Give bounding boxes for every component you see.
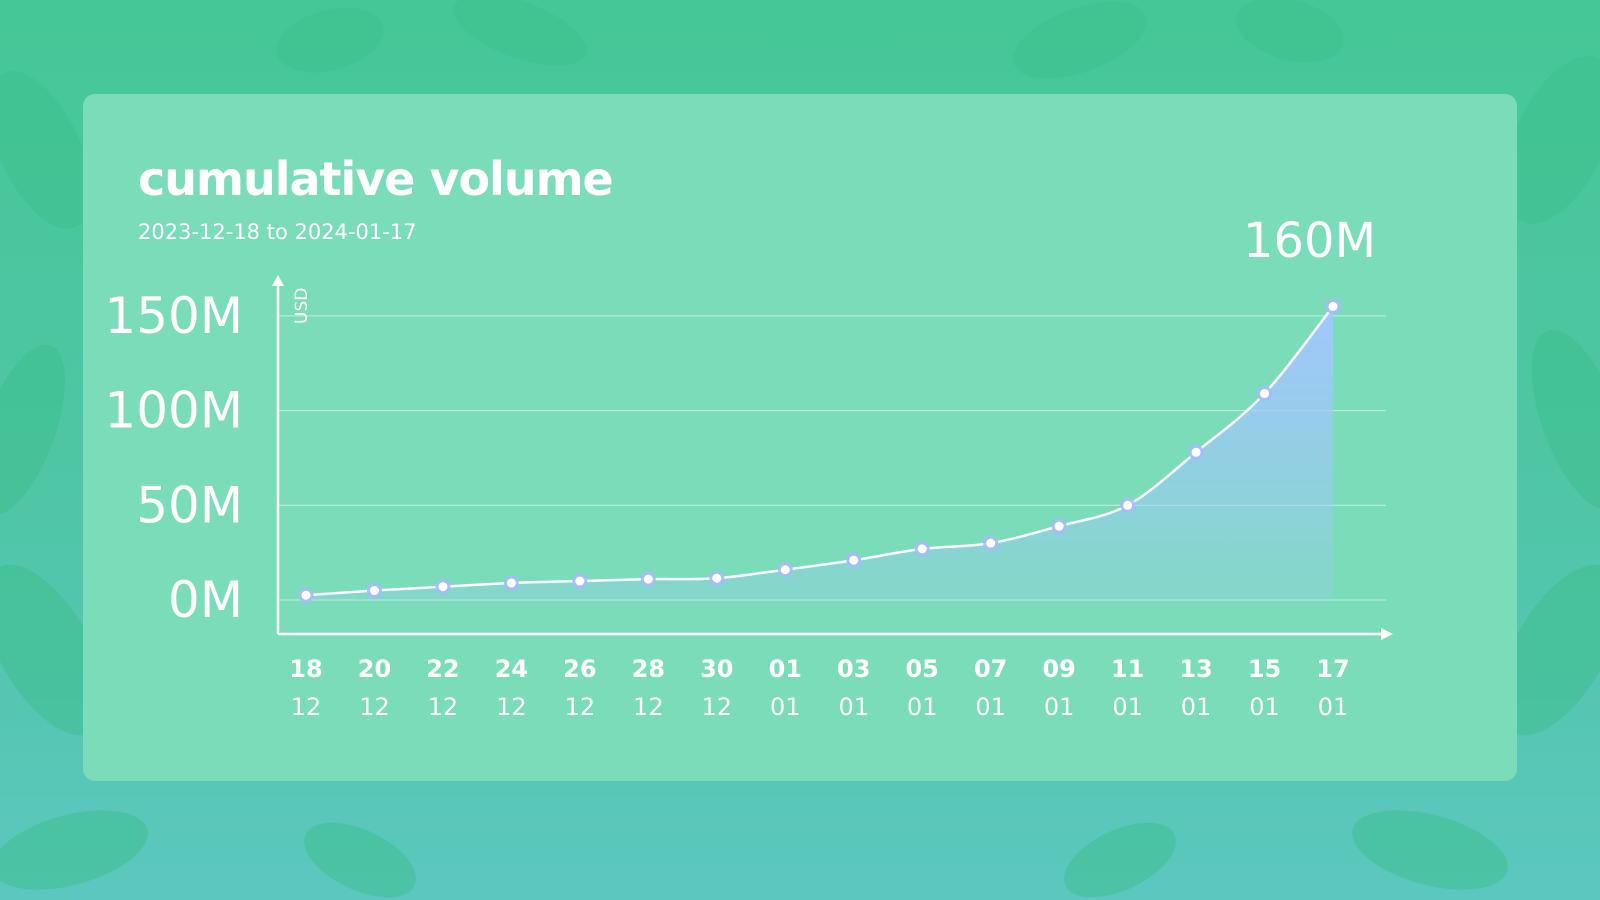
y-tick-label: 0M xyxy=(168,571,243,629)
x-tick-day: 26 xyxy=(563,655,596,683)
y-axis-label: USD xyxy=(292,288,312,324)
x-tick-day: 20 xyxy=(358,655,391,683)
x-tick-month: 01 xyxy=(1044,693,1075,721)
data-point xyxy=(780,565,790,575)
x-tick-day: 15 xyxy=(1248,655,1281,683)
x-tick-month: 01 xyxy=(1249,693,1280,721)
x-tick-day: 01 xyxy=(769,655,802,683)
x-tick-day: 07 xyxy=(974,655,1007,683)
data-point xyxy=(849,555,859,565)
y-tick-label: 100M xyxy=(104,382,243,440)
x-tick-day: 17 xyxy=(1316,655,1349,683)
y-tick-label: 150M xyxy=(104,287,243,345)
data-point xyxy=(917,544,927,554)
x-tick-day: 18 xyxy=(289,655,322,683)
x-tick-day: 24 xyxy=(495,655,528,683)
data-point xyxy=(369,586,379,596)
x-tick-day: 09 xyxy=(1042,655,1075,683)
series-line xyxy=(305,305,1334,597)
data-point xyxy=(506,578,516,588)
data-point xyxy=(1123,500,1133,510)
x-tick-month: 12 xyxy=(291,693,322,721)
data-point xyxy=(438,582,448,592)
chart-title: cumulative volume xyxy=(138,152,614,206)
data-point xyxy=(575,576,585,586)
chart-card: USD 0M 50M 100M 150M 18 12 20 12 22 12 24 12 26 12 28… xyxy=(83,94,1517,781)
data-point xyxy=(1191,447,1201,457)
x-tick-month: 12 xyxy=(428,693,459,721)
x-tick-month: 12 xyxy=(633,693,664,721)
data-point xyxy=(986,538,996,548)
y-tick-label: 50M xyxy=(136,476,243,534)
x-tick-month: 01 xyxy=(1112,693,1143,721)
x-tick-day: 30 xyxy=(700,655,733,683)
x-tick-month: 12 xyxy=(565,693,596,721)
x-tick-day: 05 xyxy=(905,655,938,683)
data-point xyxy=(301,590,311,600)
chart-canvas: USD 0M 50M 100M 150M 18 12 20 12 22 12 24 12 26 12 28… xyxy=(104,213,1393,721)
y-axis-arrow xyxy=(272,275,284,286)
data-point xyxy=(1328,301,1338,311)
x-tick-month: 01 xyxy=(1318,693,1349,721)
x-tick-day: 22 xyxy=(426,655,459,683)
x-tick-month: 01 xyxy=(975,693,1006,721)
x-tick-day: 13 xyxy=(1179,655,1212,683)
data-point xyxy=(643,574,653,584)
x-tick-month: 01 xyxy=(838,693,869,721)
x-tick-month: 01 xyxy=(770,693,801,721)
x-tick-month: 12 xyxy=(496,693,527,721)
x-tick-day: 28 xyxy=(632,655,665,683)
x-tick-month: 12 xyxy=(359,693,390,721)
latest-value-label: 160M xyxy=(1243,213,1376,269)
x-axis-arrow xyxy=(1381,628,1393,640)
data-point xyxy=(712,573,722,583)
x-tick-month: 01 xyxy=(907,693,938,721)
x-tick-month: 01 xyxy=(1181,693,1212,721)
x-tick-day: 11 xyxy=(1111,655,1144,683)
x-tick-month: 12 xyxy=(702,693,733,721)
date-range: 2023-12-18 to 2024-01-17 xyxy=(138,220,417,244)
series-area xyxy=(306,306,1333,600)
data-point xyxy=(1054,521,1064,531)
x-tick-day: 03 xyxy=(837,655,870,683)
data-point xyxy=(1260,389,1270,399)
